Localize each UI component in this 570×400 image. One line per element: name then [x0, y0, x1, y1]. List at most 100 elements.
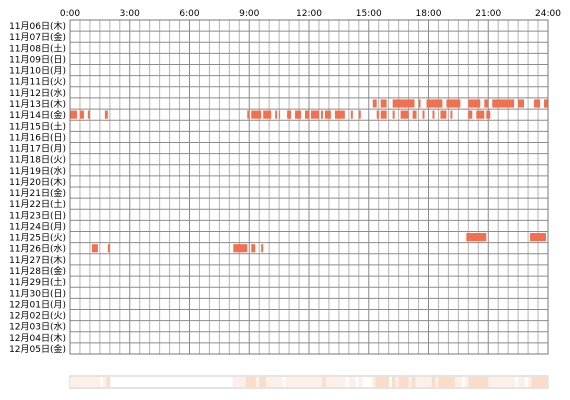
summary-strip-cell	[245, 377, 250, 387]
y-row-label: 11月10日(月)	[9, 66, 66, 77]
activity-bar	[446, 99, 461, 108]
activity-bar	[440, 110, 447, 119]
activity-bar	[484, 99, 489, 108]
summary-strip-cell	[395, 377, 399, 387]
summary-strip-cell	[328, 377, 333, 387]
y-row-label: 11月24日(月)	[9, 221, 66, 232]
summary-strip-cell	[348, 377, 353, 387]
y-row-label: 12月01日(月)	[9, 299, 66, 310]
summary-strip-cell	[242, 377, 247, 387]
summary-strip-cell	[504, 377, 509, 387]
summary-strip-cell	[508, 377, 512, 387]
y-row-label: 11月29日(土)	[9, 276, 66, 288]
activity-bar	[320, 110, 323, 119]
summary-strip-cell	[478, 377, 482, 387]
summary-strip-cell	[455, 377, 459, 387]
activity-bar	[295, 110, 302, 119]
y-row-label: 11月16日(日)	[9, 132, 66, 143]
activity-bar	[358, 110, 361, 119]
plot-border	[69, 19, 549, 355]
summary-strip-cell	[534, 377, 539, 387]
y-row-label: 11月12日(水)	[9, 87, 66, 99]
activity-bar	[432, 110, 435, 119]
activity-bar	[310, 110, 319, 119]
summary-strip-cell	[252, 377, 257, 387]
activity-bar	[380, 99, 387, 108]
activity-bar	[87, 110, 90, 119]
summary-strip-cell	[438, 377, 443, 387]
summary-strip-cell	[494, 377, 499, 387]
summary-strip-cell	[335, 377, 340, 387]
activity-bars	[70, 99, 548, 253]
activity-bar	[372, 99, 377, 108]
y-row-label: 11月06日(木)	[9, 20, 66, 32]
summary-strip-cell	[528, 377, 532, 387]
activity-bar	[466, 233, 487, 242]
summary-strip-cell	[498, 377, 502, 387]
x-tick-label: 3:00	[120, 9, 140, 19]
x-tick-label: 6:00	[179, 9, 199, 19]
summary-strip-cell	[398, 377, 403, 387]
summary-strip-cell	[391, 377, 396, 387]
summary-strip-cell	[465, 377, 469, 387]
summary-strip-cell	[491, 377, 496, 387]
chart-grid	[69, 19, 549, 355]
activity-bar	[324, 110, 331, 119]
summary-strip-cell	[338, 377, 343, 387]
activity-bar	[492, 99, 515, 108]
summary-strip-cell	[79, 377, 84, 387]
activity-bar	[422, 110, 425, 119]
activity-bar	[79, 110, 84, 119]
activity-bar	[251, 244, 256, 253]
y-row-label: 12月03日(水)	[9, 321, 66, 333]
summary-strip-cell	[106, 377, 111, 387]
summary-strip-cell	[474, 377, 479, 387]
summary-strip-cell	[295, 377, 300, 387]
summary-strip-cell	[299, 377, 303, 387]
summary-strip-cell	[70, 377, 74, 387]
summary-strip-cell	[272, 377, 277, 387]
activity-bar	[279, 110, 281, 119]
y-row-label: 11月08日(土)	[9, 42, 66, 54]
activity-bar	[233, 244, 248, 253]
summary-strip-cell	[451, 377, 456, 387]
summary-strip-cell	[86, 377, 91, 387]
summary-strip-cell	[315, 377, 320, 387]
x-tick-label: 12:00	[296, 9, 322, 19]
summary-strip-cell	[385, 377, 389, 387]
summary-strip-cell	[541, 377, 545, 387]
summary-strip-cell	[285, 377, 290, 387]
y-row-label: 11月18日(火)	[9, 155, 66, 166]
summary-strip-cell	[418, 377, 423, 387]
y-row-label: 11月20日(木)	[9, 176, 66, 188]
summary-strip-cell	[83, 377, 87, 387]
activity-bar	[334, 110, 345, 119]
summary-strip-cell	[382, 377, 386, 387]
activity-bar	[263, 110, 272, 119]
summary-strip-cell	[93, 377, 97, 387]
activity-bar	[70, 110, 77, 119]
summary-strip-cell	[408, 377, 413, 387]
summary-strip-cell	[358, 377, 363, 387]
summary-strip-cell	[96, 377, 101, 387]
summary-strip-cell	[342, 377, 346, 387]
y-row-label: 11月11日(火)	[9, 77, 66, 88]
y-row-label: 11月30日(日)	[9, 288, 66, 299]
y-row-label: 11月28日(金)	[9, 265, 66, 277]
summary-strip-cell	[411, 377, 416, 387]
activity-bar	[261, 244, 264, 253]
y-row-label: 12月02日(火)	[9, 311, 66, 322]
summary-strip-cell	[318, 377, 323, 387]
summary-strip-cell	[269, 377, 273, 387]
summary-strip-cell	[309, 377, 313, 387]
summary-strip-cell	[405, 377, 409, 387]
summary-strip-cell	[544, 377, 549, 387]
summary-strip-cell	[239, 377, 243, 387]
activity-bar	[392, 110, 395, 119]
chart-frame	[69, 19, 549, 355]
activity-bar	[426, 99, 443, 108]
activity-bar	[534, 99, 541, 108]
activity-bar	[418, 99, 421, 108]
y-row-label: 11月19日(水)	[9, 165, 66, 177]
